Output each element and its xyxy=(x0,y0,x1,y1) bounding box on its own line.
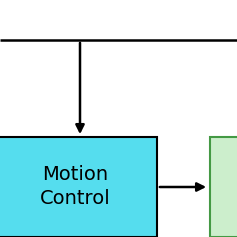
Bar xyxy=(210,137,237,237)
Text: Control: Control xyxy=(40,190,110,209)
Text: Motion: Motion xyxy=(42,165,108,184)
Bar xyxy=(0,137,157,237)
